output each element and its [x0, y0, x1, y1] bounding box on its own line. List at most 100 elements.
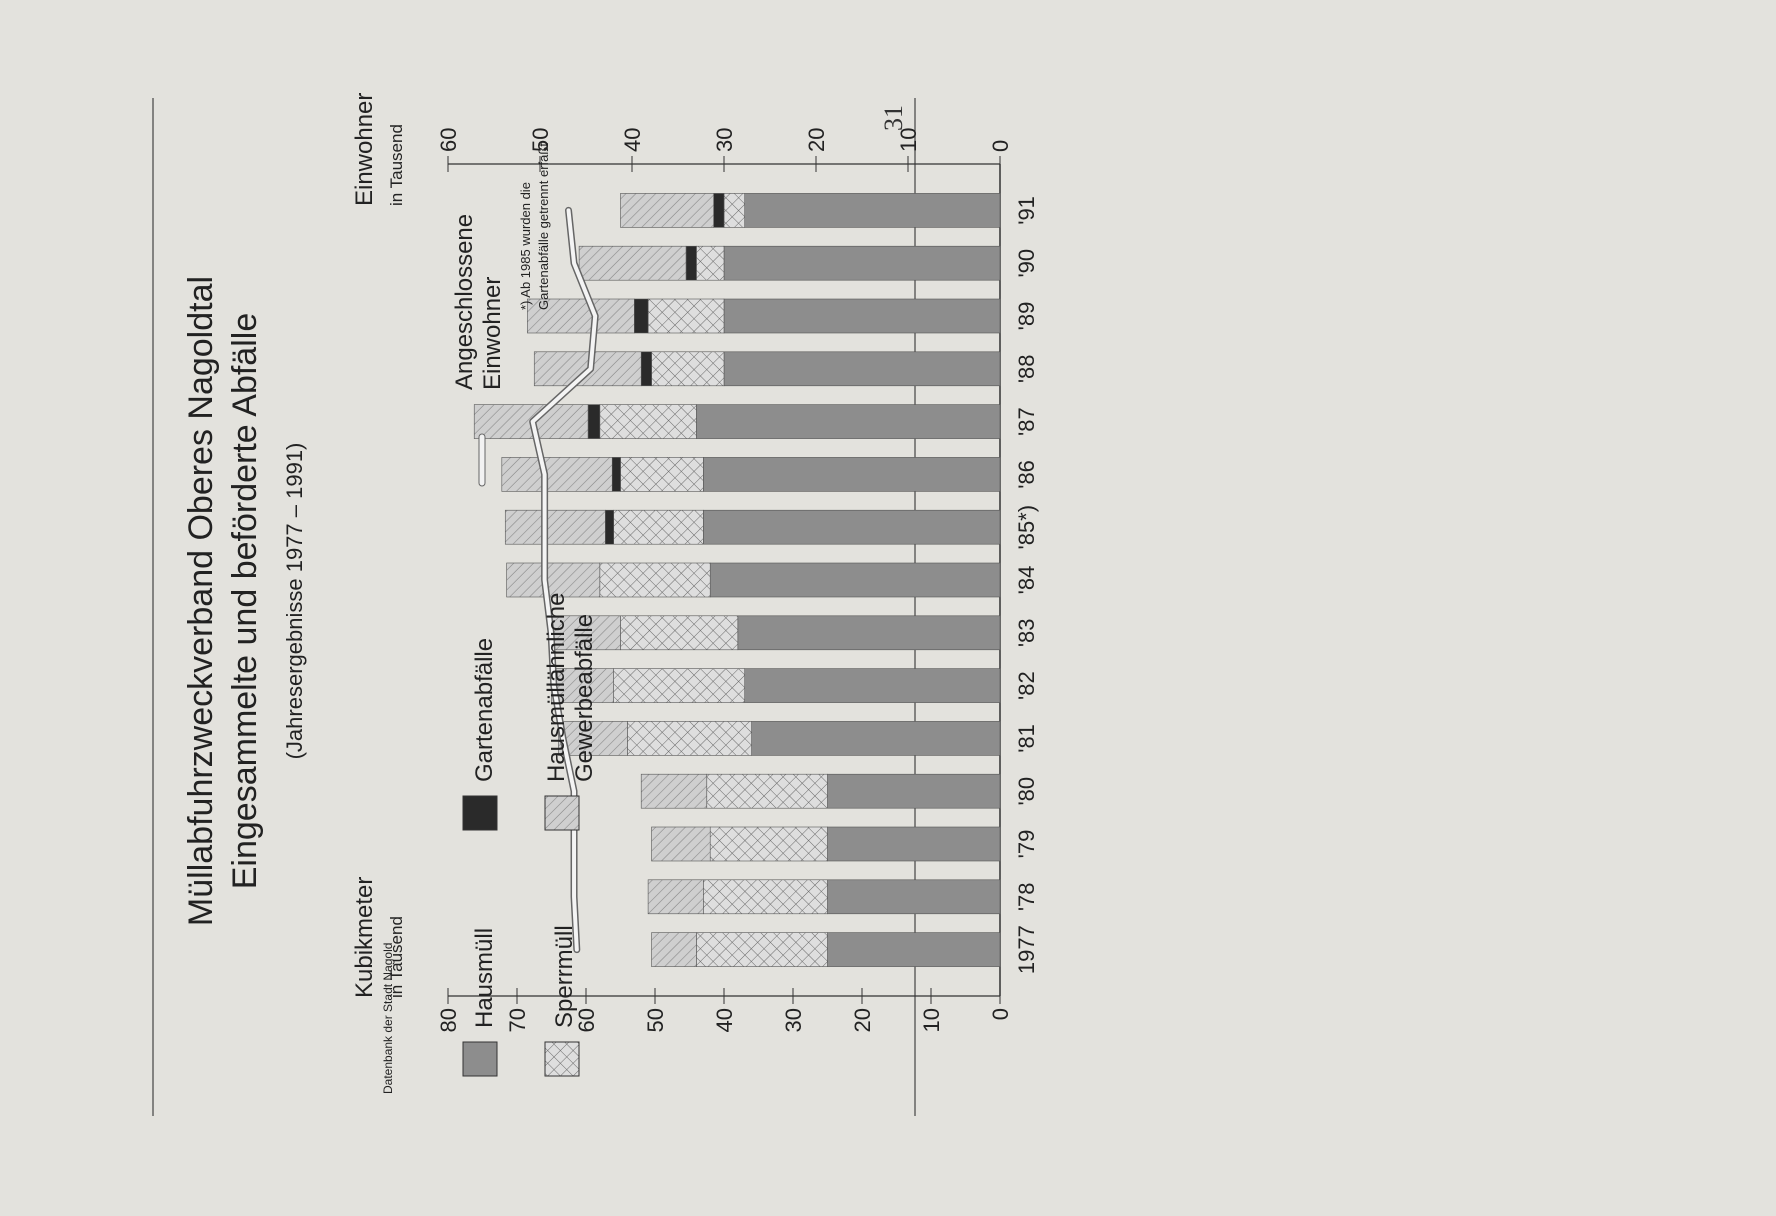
bar-hausmuell: [723, 298, 1001, 334]
legend-label-gartenabfaelle: Gartenabfälle: [471, 638, 498, 782]
right-tick-label: 10: [896, 128, 921, 152]
category-label: '78: [1014, 882, 1039, 911]
bar-hausmuell: [744, 193, 1001, 228]
bar-gartenabfaelle: [611, 457, 621, 492]
bar-hausmuell: [827, 879, 1001, 915]
left-axis-unit: in Tausend: [387, 916, 406, 998]
bar-sperrmuell: [702, 879, 828, 915]
right-axis-title: Einwohner: [351, 93, 378, 206]
bar-gartenabfaelle: [605, 509, 614, 545]
bar-sperrmuell: [696, 932, 828, 967]
category-label: '80: [1014, 777, 1039, 806]
right-tick-label: 0: [988, 140, 1013, 152]
legend-label-einwohner-line2: Einwohner: [479, 277, 506, 390]
left-tick-label: 60: [574, 1008, 599, 1032]
bar-hausmuell: [709, 562, 1001, 598]
bar-gewerbeabfaelle: [558, 721, 628, 756]
legend-swatch-sperrmuell: [544, 1041, 580, 1077]
legend-swatch-gewerbeabfaelle: [544, 795, 580, 831]
bar-hausmuell: [827, 773, 1001, 809]
footnote-line2: Gartenabfälle getrennt erfaßt: [536, 143, 551, 310]
right-axis-unit: in Tausend: [387, 124, 406, 206]
bar-gewerbeabfaelle: [527, 298, 635, 334]
bar-hausmuell: [702, 457, 1001, 492]
category-label: '90: [1014, 249, 1039, 278]
right-tick-label: 20: [804, 128, 829, 152]
chart-subtitle-years: (Jahresergebnisse 1977 – 1991): [282, 443, 307, 760]
right-tick-label: 50: [528, 128, 553, 152]
chart-rotated-frame: Müllabfuhrzweckverband Oberes Nagoldtal …: [152, 93, 1039, 1116]
legend-label-hausmuell: Hausmüll: [471, 928, 498, 1028]
legend-label-sperrmuell: Sperrmüll: [551, 925, 578, 1028]
bar-sperrmuell: [723, 193, 746, 228]
bar-hausmuell: [827, 932, 1001, 967]
bar-gewerbeabfaelle: [651, 826, 711, 862]
source-credit: Datenbank der Stadt Nagold: [381, 943, 395, 1094]
left-tick-label: 40: [712, 1008, 737, 1032]
bar-gewerbeabfaelle: [647, 879, 704, 915]
bar-sperrmuell: [651, 351, 725, 387]
bar-gartenabfaelle: [587, 404, 601, 439]
bar-sperrmuell: [696, 245, 725, 281]
bar-sperrmuell: [599, 404, 697, 439]
bar-gewerbeabfaelle: [501, 457, 613, 492]
left-axis-title: Kubikmeter: [351, 877, 378, 998]
category-label: '81: [1014, 724, 1039, 753]
bar-hausmuell: [696, 404, 1001, 439]
left-tick-label: 70: [505, 1008, 530, 1032]
bar-hausmuell: [723, 351, 1001, 387]
category-label: '87: [1014, 407, 1039, 436]
bar-gartenabfaelle: [685, 245, 697, 281]
chart-title: Müllabfuhrzweckverband Oberes Nagoldtal: [182, 276, 220, 926]
category-label: '88: [1014, 354, 1039, 383]
bar-sperrmuell: [647, 298, 725, 334]
bar-gewerbeabfaelle: [506, 562, 601, 598]
right-tick-label: 30: [712, 128, 737, 152]
bar-hausmuell: [827, 826, 1001, 862]
bar-hausmuell: [723, 245, 1001, 281]
chart-subtitle: Eingesammelte und beförderte Abfälle: [226, 313, 264, 889]
left-tick-label: 30: [781, 1008, 806, 1032]
bar-gartenabfaelle: [640, 351, 652, 387]
legend-label-gewerbeabfaelle-line2: Gewerbeabfälle: [571, 614, 598, 782]
legend-label-gewerbeabfaelle-line1: Hausmüllähnliche: [543, 593, 570, 782]
category-label: 1977: [1014, 925, 1039, 974]
left-tick-label: 0: [988, 1008, 1013, 1020]
footnote-line1: *) Ab 1985 wurden die: [518, 182, 533, 310]
bar-gartenabfaelle: [713, 193, 725, 228]
bar-hausmuell: [737, 615, 1001, 651]
left-tick-label: 10: [919, 1008, 944, 1032]
legend-swatch-gartenabfaelle: [462, 795, 498, 831]
bar-gartenabfaelle: [633, 298, 649, 334]
bar-sperrmuell: [599, 562, 711, 598]
category-label: '84: [1014, 566, 1039, 595]
bar-gewerbeabfaelle: [578, 245, 687, 281]
category-label: '86: [1014, 460, 1039, 489]
category-label: '79: [1014, 830, 1039, 859]
plot-area: 0 10 20 30 40 50 60 70 80 0 10 20 30 40 50 60 1977 '78 '79…: [436, 128, 1039, 1033]
category-label: '89: [1014, 302, 1039, 331]
category-label: '85*): [1014, 505, 1039, 550]
legend: Hausmüll Sperrmüll Gartenabfälle Hausmül…: [451, 143, 598, 1077]
legend-swatch-einwohner-line: [478, 433, 486, 487]
bar-sperrmuell: [620, 615, 739, 651]
left-tick-label: 50: [643, 1008, 668, 1032]
bar-sperrmuell: [613, 509, 704, 545]
category-label: '91: [1014, 196, 1039, 225]
left-tick-label: 20: [850, 1008, 875, 1032]
legend-label-einwohner-line1: Angeschlossene: [451, 214, 478, 390]
bar-gewerbeabfaelle: [640, 773, 708, 809]
legend-swatch-hausmuell: [462, 1041, 498, 1077]
right-tick-label: 40: [620, 128, 645, 152]
right-tick-label: 60: [436, 128, 461, 152]
bar-sperrmuell: [620, 457, 704, 492]
category-label: '83: [1014, 618, 1039, 647]
bar-sperrmuell: [613, 668, 745, 703]
bar-sperrmuell: [709, 826, 828, 862]
bar-sperrmuell: [627, 721, 752, 756]
bar-gewerbeabfaelle: [504, 509, 606, 545]
bar-gewerbeabfaelle: [651, 932, 697, 967]
bar-sperrmuell: [706, 773, 828, 809]
category-label: '82: [1014, 671, 1039, 700]
